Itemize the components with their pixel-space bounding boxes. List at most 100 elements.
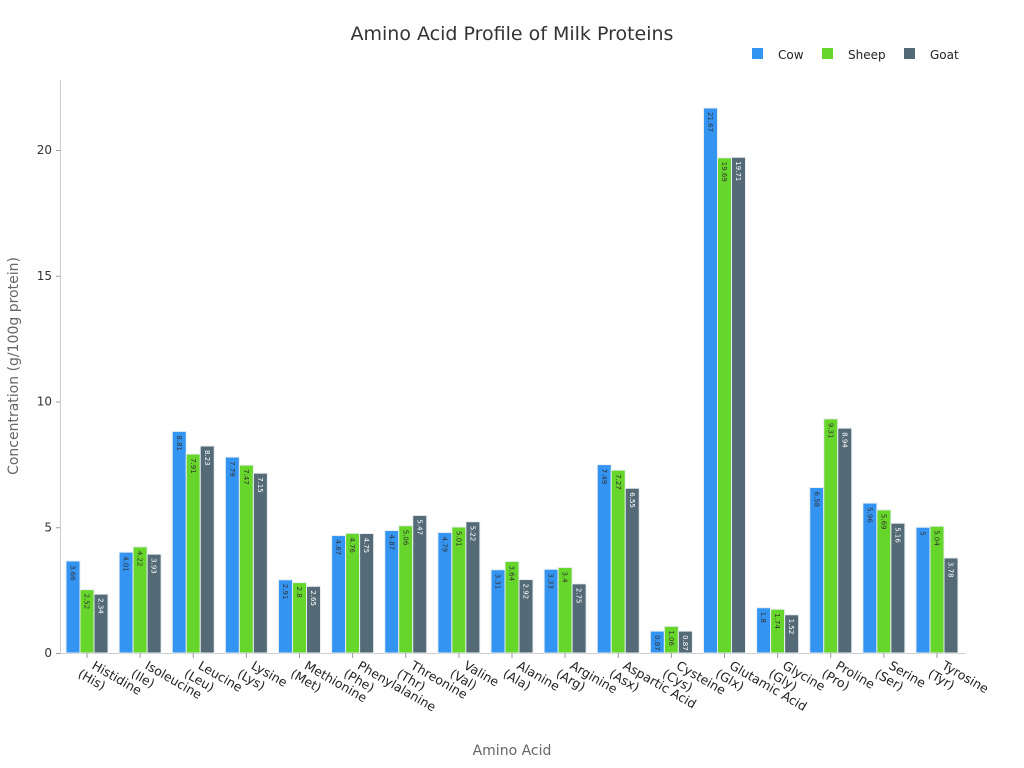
bar-goat [731,156,746,654]
data-label: 3.31 [494,574,502,590]
bar-goat [252,472,268,654]
bar-sheep [185,453,201,654]
data-label: 7.91 [189,458,197,474]
bar-sheep [876,509,892,654]
bar-cow [703,107,718,654]
data-label: 5 [919,531,927,535]
data-label: 0.87 [681,635,689,651]
data-label: 2.8 [295,587,303,598]
y-tick-label: 15 [37,269,52,283]
y-tick-label: 10 [37,395,52,409]
x-tick-label: Proline(Pro) [819,654,877,704]
data-label: 4.87 [387,535,395,551]
data-label: 19.71 [734,161,742,181]
bar-goat [146,553,162,654]
bar-goat [518,579,534,654]
x-tick-label: Lysine(Lys) [235,654,290,703]
bar-goat [624,487,640,654]
data-label: 3.33 [547,573,555,589]
data-label: 4.67 [334,540,342,556]
data-label: 1.8 [759,612,767,623]
legend-swatch-goat [904,48,915,59]
data-label: 1.74 [773,613,781,629]
data-label: 5.47 [415,519,423,535]
bar-cow [862,502,878,654]
x-axis-label: Amino Acid [473,743,552,759]
data-label: 7.27 [614,474,622,490]
data-label: 5.01 [454,531,462,547]
y-tick-label: 20 [37,143,52,157]
bar-goat [306,585,321,654]
data-label: 19.69 [720,162,728,182]
bar-goat [837,427,853,654]
data-label: 21.67 [706,112,714,132]
legend-swatch-cow [752,48,763,59]
bar-sheep [610,469,626,654]
data-label: 2.52 [83,594,91,610]
data-label: 5.69 [879,514,887,530]
data-label: 2.34 [97,598,105,614]
chart-title: Amino Acid Profile of Milk Proteins [351,23,674,45]
data-label: 6.58 [812,492,820,508]
data-label: 4.75 [362,538,370,554]
data-label: 4.79 [440,537,448,553]
data-label: 3.4 [561,571,569,583]
data-label: 1.52 [787,619,795,635]
bar-goat [412,514,428,654]
data-label: 8.81 [175,435,183,451]
data-label: 3.64 [508,565,516,581]
data-label: 2.92 [522,584,530,600]
bar-goat [93,593,109,654]
data-label: 7.49 [600,469,608,485]
data-label: 2.65 [309,590,317,606]
bar-cow [809,487,825,654]
bar-cow [224,456,240,654]
x-tick-label: Tyrosine(Tyr) [926,654,992,709]
legend-swatch-sheep [822,48,833,59]
data-label: 3.93 [150,558,158,574]
data-label: 4.01 [122,556,130,572]
bar-cow [915,526,931,654]
bar-goat [359,533,375,654]
data-label: 2.75 [575,588,583,604]
bar-cow [171,430,187,654]
bar-goat [571,583,587,654]
legend-label-sheep: Sheep [848,48,886,62]
data-label: 8.94 [840,432,848,448]
bar-cow [596,464,612,654]
bar-goat [784,614,800,654]
x-tick-label: Serine(Ser) [872,654,928,703]
legend-label-cow: Cow [778,48,804,62]
y-tick-label: 0 [44,646,52,660]
legend: Cow Sheep Goat [752,48,959,62]
x-tick-label: Leucine(Leu) [182,654,246,707]
data-label: 5.16 [893,527,901,543]
data-label: 7.79 [228,461,236,477]
data-label: 7.15 [256,477,264,493]
data-label: 8.23 [203,450,211,466]
bar-sheep [238,464,254,654]
y-tick-label: 5 [44,520,52,534]
data-label: 4.22 [136,551,144,567]
data-label: 5.22 [468,526,476,542]
data-label: 0.87 [653,635,661,651]
data-label: 7.47 [242,469,250,485]
bar-sheep [717,157,732,654]
x-tick-label: Arginine(Arg) [554,654,621,709]
legend-label-goat: Goat [930,48,959,62]
bar-goat [677,630,693,654]
data-label: 3.66 [69,565,77,581]
data-label: 4.76 [348,537,356,553]
bar-goat [465,521,481,654]
bar-goat [890,522,906,654]
data-label: 5.04 [933,530,941,546]
bar-sheep [823,418,839,654]
data-label: 3.78 [947,562,955,578]
data-label: 1.06 [667,630,675,646]
data-label: 9.31 [826,423,834,439]
data-label: 5.96 [865,507,873,523]
data-label: 6.55 [628,492,636,508]
bar-goat [943,557,959,654]
bar-goat [199,445,215,654]
